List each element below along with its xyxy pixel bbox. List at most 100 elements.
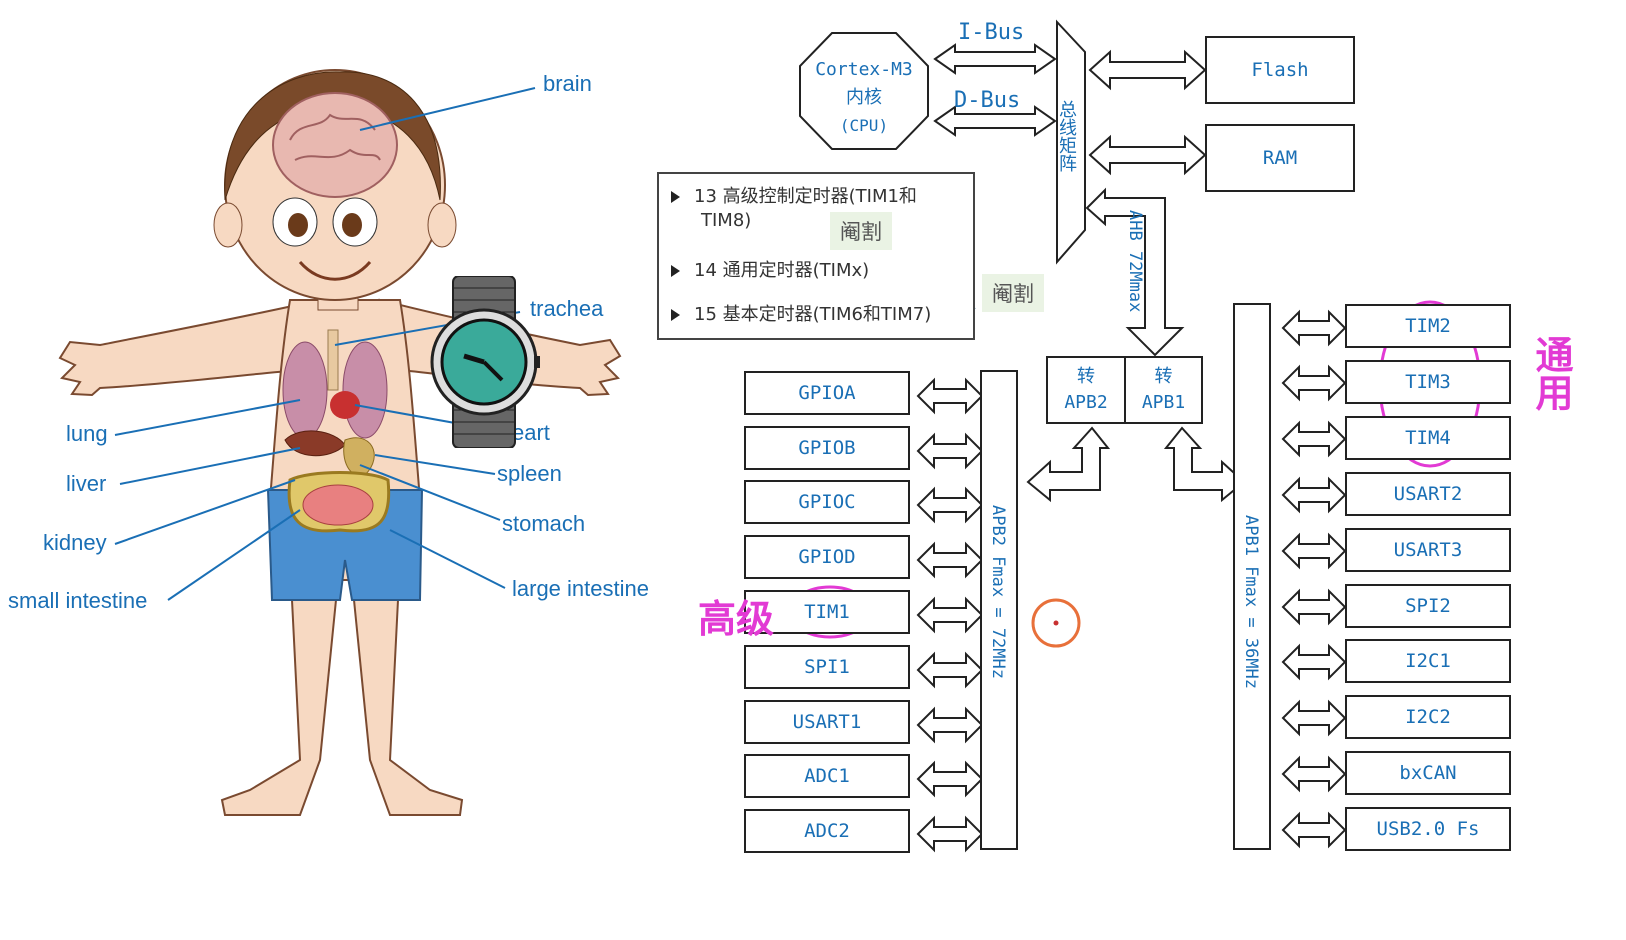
label-kidney: kidney [43,530,107,555]
popup-item: 15 基本定时器(TIM6和TIM7) [671,300,931,326]
cpu-label: Cortex-M3 内核 (CPU) [800,56,928,140]
ahb-arrow [1085,187,1185,357]
popup-item-text: 13 高级控制定时器(TIM1和 [694,186,917,207]
cpu-line3: (CPU) [839,116,889,135]
periph-label: I2C2 [1405,706,1451,728]
periph-label: USB2.0 Fs [1376,818,1480,840]
periph-label: TIM2 [1405,315,1451,337]
ram-box: RAM [1205,124,1355,192]
apb1-bridge-line1: 转 [1154,366,1173,387]
cpu-octagon [799,32,929,150]
label-stomach: stomach [502,511,586,536]
periph-label: ADC2 [804,820,850,842]
apb1-bridge: 转 APB1 [1124,356,1203,424]
flash-label: Flash [1251,59,1309,81]
popup-item-text: TIM8) [701,210,752,231]
apb1-bridge-line2: APB1 [1141,392,1186,413]
periph-label: I2C1 [1405,650,1451,672]
apb2-link-arrows [916,377,984,853]
apb2-bridge-line2: APB2 [1064,392,1108,413]
periph-label: SPI2 [1405,595,1451,617]
mouth [298,261,372,281]
label-spleen: spleen [497,461,562,486]
dbus-arrow [933,105,1057,137]
left-arm [58,298,322,397]
popup-item-text: 15 基本定时器(TIM6和TIM7) [694,304,932,325]
bus-matrix-label: 总线矩阵 [1056,100,1077,172]
periph-bxcan: bxCAN [1345,751,1511,795]
ram-label: RAM [1262,147,1298,169]
label-small-intestine: small intestine [8,588,148,613]
cpu-line2: 内核 [846,87,882,108]
popup-item-cont: TIM8) [701,210,751,231]
periph-label: bxCAN [1399,762,1457,784]
periph-spi1: SPI1 [744,645,910,689]
trachea [327,329,339,391]
periph-label: USART3 [1393,539,1463,561]
note-castrated-1: 阉割 [830,212,892,250]
periph-gpioc: GPIOC [744,480,910,524]
periph-usart3: USART3 [1345,528,1511,572]
heart [330,391,360,419]
periph-gpiob: GPIOB [744,426,910,470]
periph-label: GPIOD [798,546,856,568]
periph-adc2: ADC2 [744,809,910,853]
handwritten-general: 通用 [1529,335,1574,411]
apb1-bus [1233,303,1271,850]
popup-item: 13 高级控制定时器(TIM1和 [671,182,917,208]
periph-tim2: TIM2 [1345,304,1511,348]
label-lung: lung [66,421,108,446]
ahb-label: AHB 72Mmax [1125,210,1145,313]
periph-label: SPI1 [804,656,850,678]
periph-label: TIM4 [1405,427,1451,449]
watch-icon [430,276,540,448]
apb1-link-arrows [1281,309,1347,849]
periph-label: TIM1 [804,601,850,623]
periph-tim1: TIM1 [744,590,910,634]
apb2-bridge-line1: 转 [1077,366,1095,387]
periph-label: GPIOA [798,382,856,404]
periph-label: GPIOC [798,491,856,513]
periph-i2c1: I2C1 [1345,639,1511,683]
periph-label: TIM3 [1405,371,1451,393]
periph-label: GPIOB [798,437,856,459]
popup-item-text: 14 通用定时器(TIMx) [694,260,870,281]
apb1-bus-label: APB1 Fmax = 36MHz [1241,515,1261,689]
ram-arrow [1088,134,1207,176]
periph-tim3: TIM3 [1345,360,1511,404]
periph-usart2: USART2 [1345,472,1511,516]
periph-label: ADC1 [804,765,850,787]
periph-tim4: TIM4 [1345,416,1511,460]
anatomy-illustration [58,69,622,816]
small-intestine [302,484,374,526]
apb2-bridge: 转 APB2 [1046,356,1126,424]
popup-item: 14 通用定时器(TIMx) [671,256,869,282]
flash-arrow [1088,49,1207,91]
flash-box: Flash [1205,36,1355,104]
periph-label: USART1 [792,711,862,733]
apb2-bus-label: APB2 Fmax = 72MHz [988,505,1008,679]
periph-i2c2: I2C2 [1345,695,1511,739]
periph-gpiod: GPIOD [744,535,910,579]
handwritten-advanced: 高级 [698,596,775,641]
label-large-intestine: large intestine [512,576,649,601]
timer-list-popup: 13 高级控制定时器(TIM1和 TIM8) 14 通用定时器(TIMx) 15… [657,172,975,340]
note-castrated-2: 阉割 [982,274,1044,312]
periph-gpioa: GPIOA [744,371,910,415]
label-brain: brain [543,71,592,96]
label-trachea: trachea [530,296,604,321]
dbus-label: D-Bus [954,88,1021,113]
cpu-line1: Cortex-M3 [815,59,913,80]
brain [272,92,398,198]
periph-adc1: ADC1 [744,754,910,798]
bus-matrix [1056,19,1086,265]
cursor-indicator [1031,598,1081,648]
periph-label: USART2 [1393,483,1463,505]
label-liver: liver [66,471,107,496]
ibus-arrow [933,43,1057,75]
periph-spi2: SPI2 [1345,584,1511,628]
label-heart: eart [512,420,550,445]
periph-usart1: USART1 [744,700,910,744]
ibus-label: I-Bus [958,20,1025,45]
